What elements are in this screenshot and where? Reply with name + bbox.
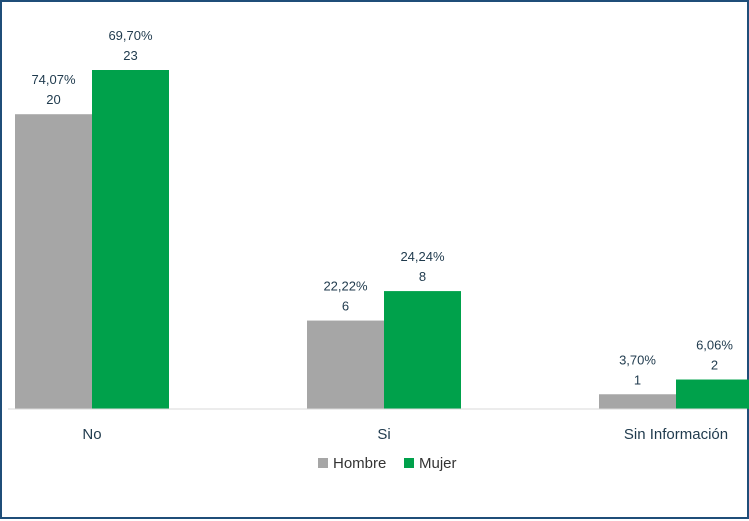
legend-swatch-hombre xyxy=(318,458,328,468)
data-label-percent-hombre-3: 3,70% xyxy=(619,352,656,367)
bars-layer xyxy=(15,70,749,409)
data-label-percent-hombre-1: 74,07% xyxy=(31,72,76,87)
legend-swatch-mujer xyxy=(404,458,414,468)
category-label-1: No xyxy=(82,426,101,443)
legend: Hombre Mujer xyxy=(318,455,457,472)
data-label-percent-mujer-2: 24,24% xyxy=(400,249,445,264)
bar-mujer-3 xyxy=(676,379,749,409)
bar-mujer-1 xyxy=(92,70,169,409)
legend-label-hombre: Hombre xyxy=(333,455,386,472)
data-label-count-hombre-2: 6 xyxy=(342,299,349,314)
bar-hombre-3 xyxy=(599,394,676,409)
bar-mujer-2 xyxy=(384,291,461,409)
data-label-count-mujer-3: 2 xyxy=(711,358,718,373)
bar-hombre-1 xyxy=(15,114,92,409)
category-label-2: Si xyxy=(377,426,390,443)
category-label-3: Sin Información xyxy=(624,426,728,443)
data-label-percent-mujer-3: 6,06% xyxy=(696,338,733,353)
data-label-count-mujer-2: 8 xyxy=(419,269,426,284)
data-label-percent-hombre-2: 22,22% xyxy=(323,279,368,294)
labels-layer: 74,07% 20 69,70% 23 22,22% 6 24,24% 8 3,70% 1 6,06… xyxy=(31,28,733,387)
category-labels: No Si Sin Información xyxy=(82,426,728,443)
bar-hombre-2 xyxy=(307,320,384,409)
legend-label-mujer: Mujer xyxy=(419,455,457,472)
data-label-percent-mujer-1: 69,70% xyxy=(108,28,153,43)
data-label-count-hombre-1: 20 xyxy=(46,92,60,107)
data-label-count-mujer-1: 23 xyxy=(123,48,137,63)
data-label-count-hombre-3: 1 xyxy=(634,372,641,387)
